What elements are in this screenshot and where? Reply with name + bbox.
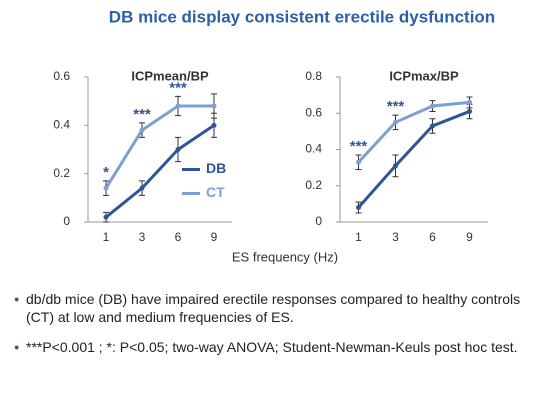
x-tick-label: 1 (355, 230, 362, 244)
point (103, 214, 109, 220)
legend-label: CT (206, 184, 225, 200)
y-tick-label: 0.6 (305, 105, 322, 119)
y-tick-label: 0.8 (305, 69, 322, 83)
x-tick-label: 3 (392, 230, 399, 244)
x-tick-label: 1 (103, 230, 110, 244)
bullet: db/db mice (DB) have impaired erectile r… (14, 290, 546, 326)
legend-label: DB (206, 160, 226, 176)
significance: *** (387, 98, 405, 115)
point (467, 99, 472, 105)
chart-title: ICPmax/BP (389, 68, 459, 83)
series-line (357, 100, 470, 164)
x-tick-label: 9 (466, 230, 473, 244)
point (430, 103, 435, 109)
point (175, 147, 181, 152)
significance: * (103, 164, 109, 181)
x-axis-label: ES frequency (Hz) (232, 249, 338, 264)
point (211, 103, 217, 109)
significance: *** (169, 79, 187, 96)
point (139, 127, 145, 133)
point (211, 122, 217, 128)
series-line (104, 104, 214, 189)
point (139, 185, 145, 191)
x-tick-label: 3 (139, 230, 146, 244)
y-tick-label: 0.4 (53, 118, 70, 132)
point (356, 205, 361, 210)
point (467, 108, 472, 114)
series-line (105, 124, 215, 219)
y-tick-label: 0 (315, 214, 322, 228)
point (430, 123, 435, 129)
point (393, 163, 398, 169)
y-tick-label: 0.2 (305, 178, 322, 192)
point (175, 103, 181, 109)
y-tick-label: 0.6 (53, 69, 70, 83)
charts: DB mice display consistent erectile dysf… (53, 7, 495, 264)
significance: *** (350, 138, 368, 155)
chart-title: ICPmean/BP (131, 68, 209, 83)
significance: *** (133, 106, 151, 123)
point (356, 159, 361, 165)
y-tick-label: 0.4 (305, 142, 322, 156)
bullet: ***P<0.001 ; *: P<0.05; two-way ANOVA; S… (14, 338, 546, 356)
x-tick-label: 9 (211, 230, 218, 244)
point (393, 119, 398, 125)
x-tick-label: 6 (429, 230, 436, 244)
y-tick-label: 0 (63, 214, 70, 228)
series-line (357, 110, 471, 209)
point (103, 185, 109, 191)
x-tick-label: 6 (175, 230, 182, 244)
y-tick-label: 0.2 (53, 166, 70, 180)
slide-title: DB mice display consistent erectile dysf… (109, 7, 495, 26)
